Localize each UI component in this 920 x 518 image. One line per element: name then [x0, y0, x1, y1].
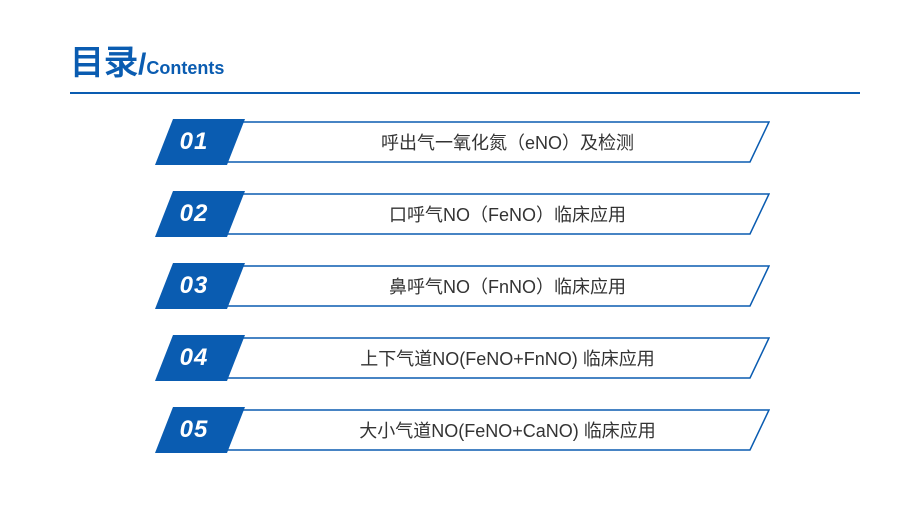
item-badge: 01	[155, 119, 245, 165]
item-badge: 03	[155, 263, 245, 309]
item-label: 大小气道NO(FeNO+CaNO) 临床应用	[215, 409, 770, 451]
item-number: 04	[155, 335, 233, 381]
item-number: 03	[155, 263, 233, 309]
item-box: 上下气道NO(FeNO+FnNO) 临床应用	[215, 337, 770, 379]
item-badge: 04	[155, 335, 245, 381]
list-item: 口呼气NO（FeNO）临床应用 02	[155, 191, 920, 237]
item-badge: 02	[155, 191, 245, 237]
item-label: 口呼气NO（FeNO）临床应用	[215, 193, 770, 235]
item-box: 鼻呼气NO（FnNO）临床应用	[215, 265, 770, 307]
list-item: 上下气道NO(FeNO+FnNO) 临床应用 04	[155, 335, 920, 381]
item-label: 鼻呼气NO（FnNO）临床应用	[215, 265, 770, 307]
list-item: 大小气道NO(FeNO+CaNO) 临床应用 05	[155, 407, 920, 453]
item-badge: 05	[155, 407, 245, 453]
item-box: 大小气道NO(FeNO+CaNO) 临床应用	[215, 409, 770, 451]
header: 目录/Contents	[0, 0, 920, 84]
item-number: 01	[155, 119, 233, 165]
item-label: 上下气道NO(FeNO+FnNO) 临床应用	[215, 337, 770, 379]
item-number: 05	[155, 407, 233, 453]
item-box: 呼出气一氧化氮（eNO）及检测	[215, 121, 770, 163]
item-label: 呼出气一氧化氮（eNO）及检测	[215, 121, 770, 163]
title-sub: Contents	[146, 58, 224, 78]
list-item: 鼻呼气NO（FnNO）临床应用 03	[155, 263, 920, 309]
item-box: 口呼气NO（FeNO）临床应用	[215, 193, 770, 235]
item-number: 02	[155, 191, 233, 237]
list-item: 呼出气一氧化氮（eNO）及检测 01	[155, 119, 920, 165]
title-main: 目录	[70, 44, 138, 82]
contents-list: 呼出气一氧化氮（eNO）及检测 01 口呼气NO（FeNO）临床应用 02	[0, 94, 920, 453]
